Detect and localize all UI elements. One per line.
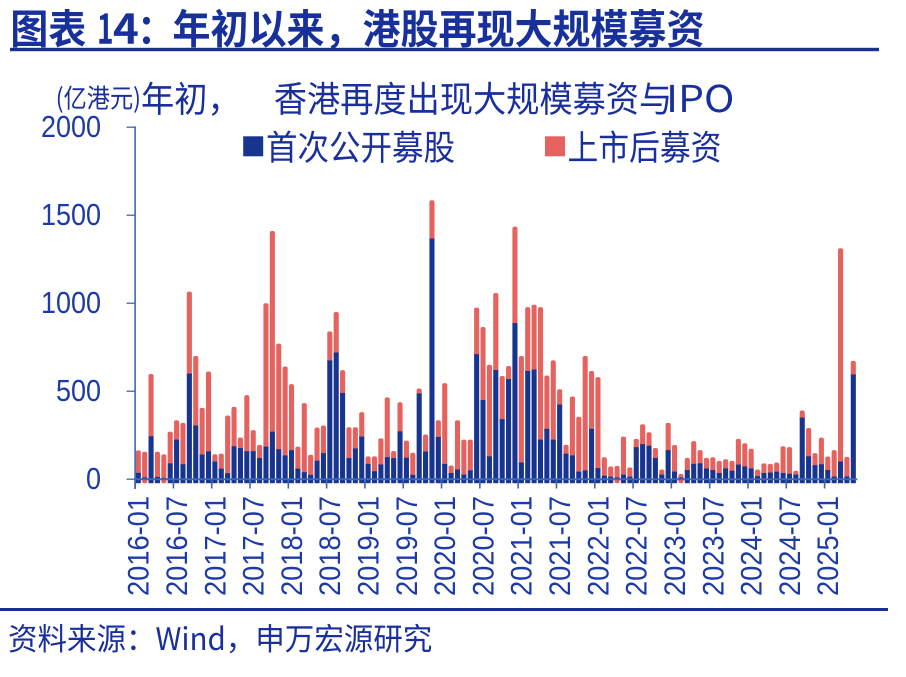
svg-text:2018-01: 2018-01	[276, 496, 309, 596]
svg-text:2019-01: 2019-01	[353, 496, 386, 596]
svg-text:1500: 1500	[41, 197, 101, 232]
svg-text:2020-01: 2020-01	[429, 496, 462, 596]
svg-text:2023-07: 2023-07	[697, 496, 730, 596]
svg-text:2023-01: 2023-01	[659, 496, 692, 596]
svg-text:2000: 2000	[41, 109, 101, 144]
svg-text:2016-01: 2016-01	[123, 496, 156, 596]
svg-text:2019-07: 2019-07	[391, 496, 424, 596]
svg-text:2017-01: 2017-01	[199, 496, 232, 596]
svg-text:2025-01: 2025-01	[812, 496, 845, 596]
svg-text:0: 0	[86, 461, 101, 496]
svg-text:2020-07: 2020-07	[467, 496, 500, 596]
svg-text:2022-07: 2022-07	[621, 496, 654, 596]
svg-text:2016-07: 2016-07	[161, 496, 194, 596]
svg-text:2018-07: 2018-07	[314, 496, 347, 596]
svg-text:500: 500	[56, 373, 101, 408]
svg-text:2022-01: 2022-01	[582, 496, 615, 596]
svg-text:2024-01: 2024-01	[736, 496, 769, 596]
svg-text:2017-07: 2017-07	[238, 496, 271, 596]
svg-text:2021-01: 2021-01	[506, 496, 539, 596]
svg-text:2021-07: 2021-07	[544, 496, 577, 596]
svg-text:1000: 1000	[41, 285, 101, 320]
svg-text:2024-07: 2024-07	[774, 496, 807, 596]
